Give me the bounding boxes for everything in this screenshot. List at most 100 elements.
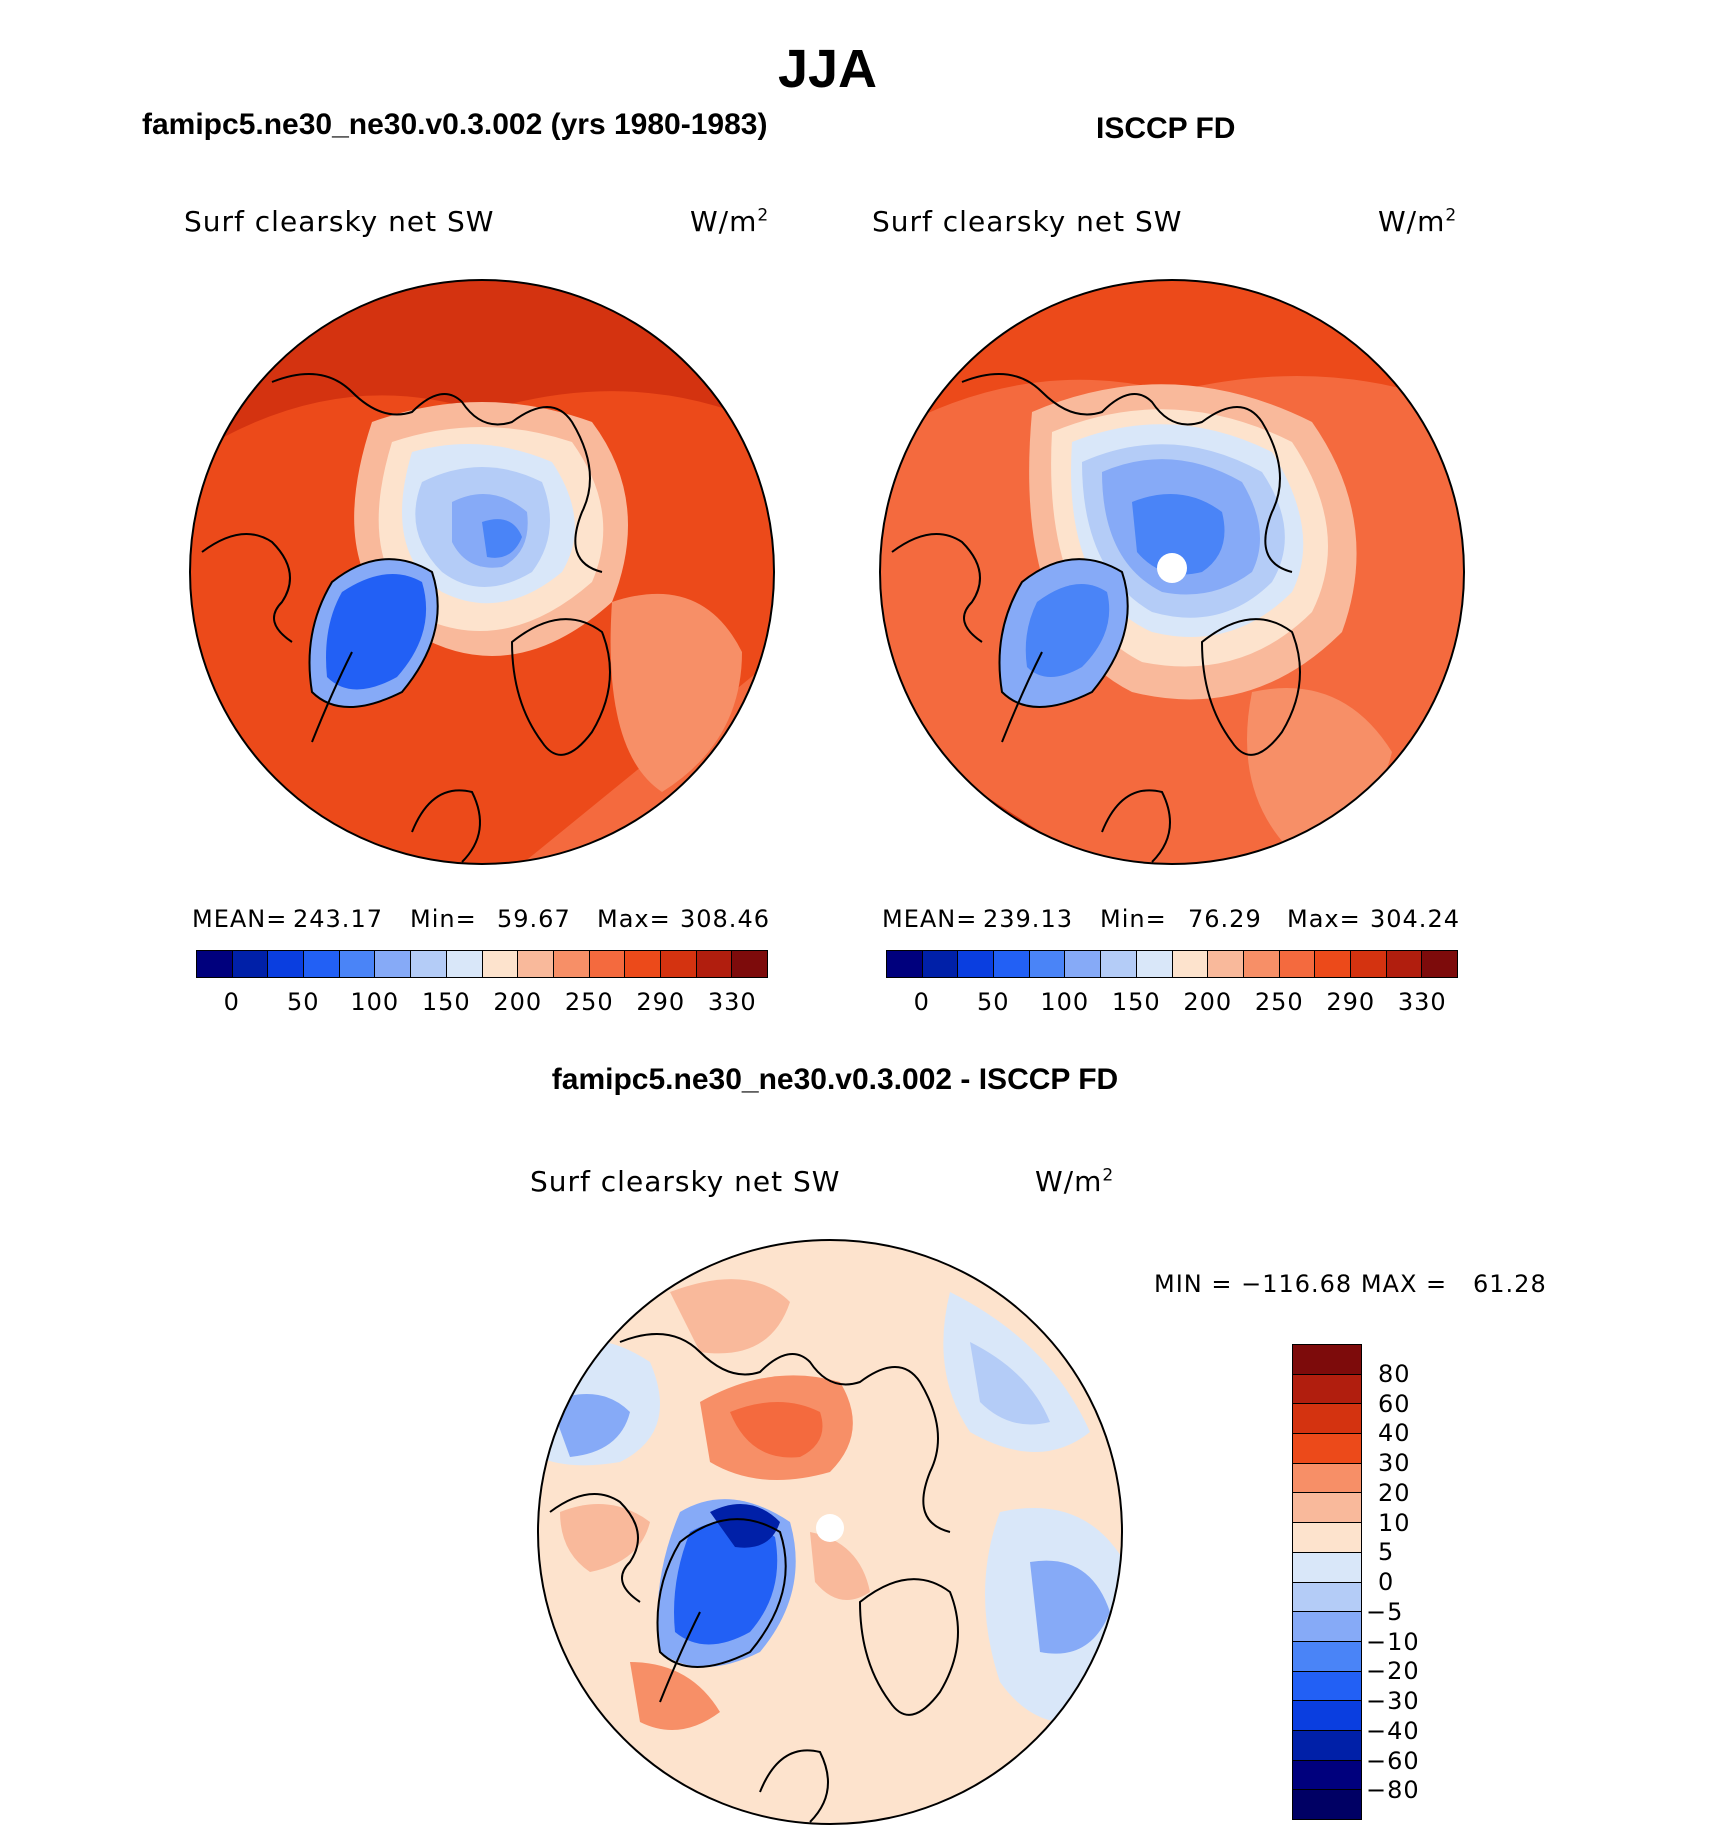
colorbar-swatch <box>1293 1404 1361 1435</box>
colorbar-tick-label: 10 <box>1378 1508 1411 1537</box>
colorbar-swatch <box>268 951 305 977</box>
colorbar-swatch <box>1293 1582 1361 1613</box>
colorbar-tick-label: 0 <box>1378 1568 1395 1596</box>
colorbar-swatch <box>1279 951 1316 977</box>
colorbar-swatch <box>1065 951 1102 977</box>
colorbar-swatch <box>1293 1760 1361 1791</box>
colorbar-swatch <box>446 951 483 977</box>
left-panel-title: famipc5.ne30_ne30.v0.3.002 (yrs 1980-198… <box>142 108 768 141</box>
diff-colorbar <box>1292 1344 1362 1820</box>
left-mean-label: MEAN= <box>192 905 288 933</box>
diff-polar-map <box>537 1239 1123 1825</box>
colorbar-swatch <box>1293 1671 1361 1702</box>
colorbar-swatch <box>375 951 412 977</box>
colorbar-tick-label: −60 <box>1366 1746 1420 1775</box>
colorbar-swatch <box>1293 1493 1361 1524</box>
colorbar-tick-label: 150 <box>1111 988 1161 1016</box>
colorbar-swatch <box>732 951 767 977</box>
colorbar-swatch <box>696 951 733 977</box>
colorbar-tick-label: 200 <box>493 988 543 1016</box>
colorbar-swatch <box>1243 951 1280 977</box>
left-polar-map <box>189 279 775 865</box>
colorbar-tick-label: 30 <box>1378 1449 1411 1477</box>
colorbar-swatch <box>1293 1730 1361 1761</box>
colorbar-swatch <box>1350 951 1387 977</box>
left-min-value: 59.67 <box>497 905 571 933</box>
right-panel-title: ISCCP FD <box>1096 112 1236 145</box>
right-mean-label: MEAN= <box>882 905 978 933</box>
figure-title: JJA <box>777 39 878 99</box>
colorbar-tick-label: 5 <box>1378 1538 1395 1567</box>
colorbar-tick-label: 50 <box>976 988 1010 1016</box>
colorbar-tick-label: 20 <box>1378 1478 1411 1507</box>
colorbar-swatch <box>518 951 554 977</box>
colorbar-swatch <box>1172 951 1209 977</box>
colorbar-tick-label: 0 <box>913 988 930 1016</box>
colorbar-tick-label: −5 <box>1366 1597 1404 1626</box>
colorbar-swatch <box>232 951 269 977</box>
colorbar-swatch <box>1422 951 1457 977</box>
colorbar-swatch <box>1293 1463 1361 1494</box>
right-mean-value: 239.13 <box>983 905 1073 933</box>
colorbar-tick-label: 330 <box>707 988 757 1016</box>
left-max-label: Max= <box>597 905 671 933</box>
right-max-label: Max= <box>1287 905 1361 933</box>
left-units: W/m2 <box>690 205 770 238</box>
colorbar-swatch <box>887 951 923 977</box>
colorbar-swatch <box>339 951 376 977</box>
colorbar-swatch <box>411 951 447 977</box>
colorbar-swatch <box>589 951 626 977</box>
colorbar-swatch <box>958 951 995 977</box>
colorbar-swatch <box>1293 1552 1361 1583</box>
colorbar-swatch <box>1293 1790 1361 1819</box>
colorbar-swatch <box>1293 1434 1361 1464</box>
colorbar-swatch <box>994 951 1030 977</box>
right-polar-map <box>879 279 1465 865</box>
colorbar-swatch <box>1293 1523 1361 1553</box>
colorbar-tick-label: 150 <box>421 988 471 1016</box>
colorbar-swatch <box>1208 951 1244 977</box>
left-max-value: 308.46 <box>680 905 770 933</box>
colorbar-swatch <box>1029 951 1066 977</box>
colorbar-tick-label: 50 <box>286 988 320 1016</box>
right-min-label: Min= <box>1100 905 1167 933</box>
left-colorbar <box>196 950 768 978</box>
colorbar-swatch <box>304 951 340 977</box>
colorbar-swatch <box>625 951 661 977</box>
colorbar-tick-label: 60 <box>1378 1389 1411 1418</box>
right-field-name: Surf clearsky net SW <box>872 205 1183 238</box>
colorbar-tick-label: −80 <box>1366 1776 1420 1805</box>
right-min-value: 76.29 <box>1188 905 1262 933</box>
colorbar-swatch <box>1386 951 1423 977</box>
diff-minmax: MIN = −116.68 MAX = 61.28 <box>1154 1270 1547 1298</box>
colorbar-swatch <box>922 951 959 977</box>
colorbar-tick-label: 250 <box>564 988 614 1016</box>
colorbar-swatch <box>1136 951 1173 977</box>
colorbar-swatch <box>1293 1345 1361 1375</box>
colorbar-tick-label: 100 <box>350 988 400 1016</box>
colorbar-tick-label: 290 <box>636 988 686 1016</box>
colorbar-swatch <box>482 951 519 977</box>
colorbar-tick-label: 80 <box>1378 1359 1411 1388</box>
colorbar-swatch <box>1101 951 1137 977</box>
right-colorbar <box>886 950 1458 978</box>
colorbar-tick-label: 100 <box>1040 988 1090 1016</box>
colorbar-tick-label: −20 <box>1366 1657 1420 1686</box>
colorbar-tick-label: 200 <box>1183 988 1233 1016</box>
colorbar-tick-label: 330 <box>1397 988 1447 1016</box>
diff-field-name: Surf clearsky net SW <box>530 1165 841 1198</box>
left-min-label: Min= <box>410 905 477 933</box>
right-max-value: 304.24 <box>1370 905 1460 933</box>
diff-panel-title: famipc5.ne30_ne30.v0.3.002 - ISCCP FD <box>551 1063 1119 1096</box>
right-units: W/m2 <box>1378 205 1458 238</box>
colorbar-tick-label: −40 <box>1366 1716 1420 1745</box>
colorbar-tick-label: −10 <box>1366 1627 1420 1656</box>
left-field-name: Surf clearsky net SW <box>184 205 495 238</box>
colorbar-tick-label: 290 <box>1326 988 1376 1016</box>
colorbar-swatch <box>1315 951 1351 977</box>
colorbar-swatch <box>553 951 590 977</box>
colorbar-tick-label: −30 <box>1366 1687 1420 1715</box>
colorbar-tick-label: 250 <box>1254 988 1304 1016</box>
left-mean-value: 243.17 <box>293 905 383 933</box>
colorbar-swatch <box>1293 1701 1361 1731</box>
